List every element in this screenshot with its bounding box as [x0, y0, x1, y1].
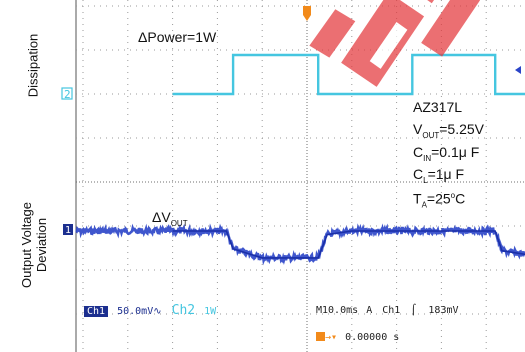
cl-sub: L [423, 175, 428, 185]
scope-traces [75, 53, 525, 266]
ta-sup: o [450, 191, 456, 200]
ch1-label: Ch1 [84, 306, 109, 317]
cin-main: C [413, 144, 424, 160]
trigger-position-line: →▾ 0.00000 s [316, 332, 399, 344]
ch1-marker-text: 1 [65, 225, 71, 236]
condition-cin: CIN=0.1μ F [413, 144, 479, 167]
level-indicator-arrow [515, 66, 521, 74]
condition-ta: TA=25oC [413, 188, 465, 213]
logo-block-d [421, 0, 481, 57]
trigger-level: 183mV [428, 305, 459, 316]
delta-vout-sub: OUT [170, 218, 188, 228]
vout-sub: OUT [422, 130, 440, 140]
annotation-delta-power: ΔPower=1W [138, 29, 217, 45]
logo-cut-b [369, 22, 408, 69]
scope-markers: 21 [61, 6, 521, 236]
annotation-delta-vout: ΔVOUT [152, 209, 188, 232]
condition-cl: CL=1μ F [413, 166, 464, 189]
ta-val: =25 [426, 190, 451, 207]
cin-val: =0.1μ F [431, 144, 480, 160]
ch1-level-marker [63, 224, 73, 235]
ch2-marker-text: 2 [64, 88, 71, 101]
trigger-top-marker [303, 6, 311, 15]
logo-shape [309, 0, 481, 87]
ylabel-output-voltage-deviation: Output Voltage Deviation [19, 202, 49, 289]
ta-unit: C [455, 190, 466, 207]
trigger-slope: ⌠ [410, 305, 417, 316]
trace-ch2-power [172, 53, 525, 96]
condition-vout: VOUT=5.25V [413, 121, 484, 144]
scope-grid [75, 0, 525, 352]
ylabel-dissipation: Dissipation [25, 33, 41, 98]
timebase: M10.0ms [316, 305, 359, 316]
ta-sub: A [421, 200, 427, 210]
trace-ch1-noise [75, 223, 525, 266]
ta-main: T [413, 190, 422, 207]
watermark-logo [309, 0, 481, 87]
trigger-arrow-icon: →▾ [325, 332, 338, 343]
ch2-scale: 1W [204, 306, 217, 317]
cl-val: =1μ F [427, 166, 465, 182]
cl-main: C [413, 166, 424, 182]
trigger-position-icon [316, 332, 325, 341]
vout-main: V [413, 121, 423, 137]
trace-ch1-deviation [172, 230, 525, 259]
ch2-label: Ch2 [171, 303, 196, 318]
logo-block-b [341, 0, 425, 87]
ch1-scale: 50.0mV [117, 306, 154, 317]
vout-val: =5.25V [439, 121, 484, 137]
cin-sub: IN [423, 153, 432, 163]
logo-block-a [309, 9, 356, 58]
scope-timebase-line: M10.0ms A Ch1 ⌠ 183mV [316, 305, 459, 317]
scope-status-line: Ch1 50.0mV∿ Ch2 1W [84, 303, 217, 318]
trigger-mode: A [366, 305, 373, 316]
ch2-level-marker [61, 87, 73, 100]
delta-vout-main: ΔV [152, 209, 171, 225]
ch1-coupling: ∿ [153, 306, 162, 317]
condition-part: AZ317L [413, 99, 463, 115]
trigger-source: Ch1 [382, 305, 401, 316]
trigger-top-arrow [303, 15, 311, 21]
trigger-position: 0.00000 s [345, 332, 400, 343]
